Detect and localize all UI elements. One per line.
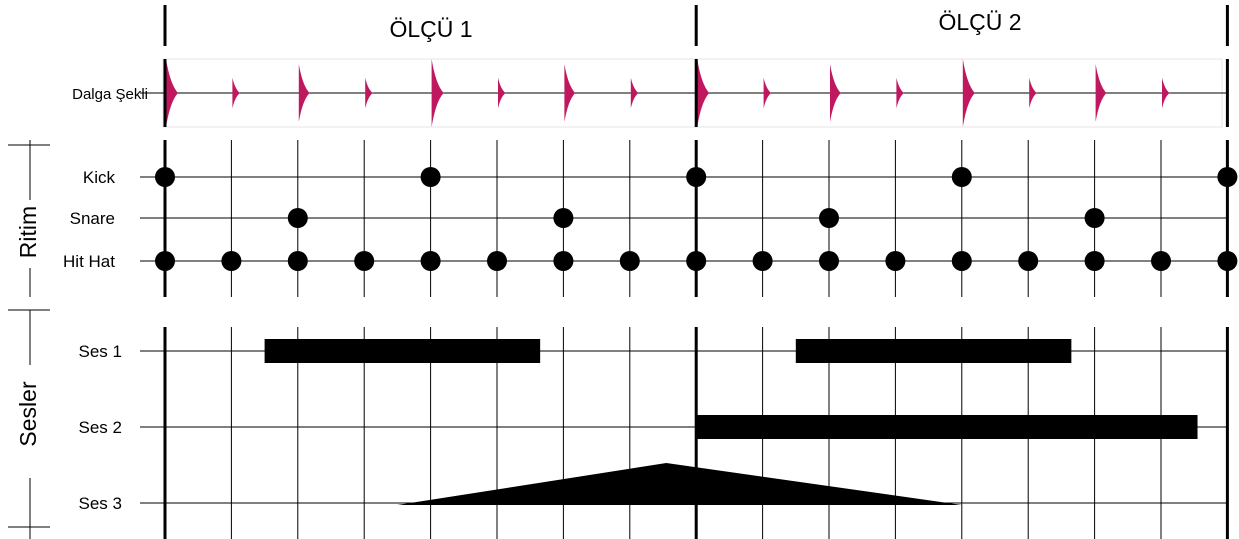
waveform-hit xyxy=(498,77,506,109)
waveform-hit xyxy=(1029,77,1037,109)
waveform-hit xyxy=(431,59,444,127)
rhythm-row-label: Hit Hat xyxy=(63,252,115,271)
waveform-hit xyxy=(830,64,841,122)
rhythm-hit-kick xyxy=(951,167,972,187)
rhythm-hit-kick xyxy=(420,167,441,187)
waveform-track: Dalga Şekli xyxy=(72,58,1228,128)
ses-2-bar xyxy=(696,415,1198,439)
sounds-row-labels: Ses 1 Ses 2 Ses 3 xyxy=(79,342,122,513)
waveform-hit xyxy=(564,64,576,122)
rhythm-hit-hit-hat xyxy=(885,251,906,271)
waveform-hit xyxy=(962,59,975,127)
measure-1-label: ÖLÇÜ 1 xyxy=(389,16,472,42)
rhythm-hit-hit-hat xyxy=(619,251,640,271)
waveform-hit xyxy=(166,59,178,127)
rhythm-row-label: Snare xyxy=(70,209,115,228)
ses-1-bar xyxy=(795,339,1072,363)
sounds-shapes xyxy=(264,339,1198,505)
waveform-hit xyxy=(1095,64,1107,122)
rhythm-row-label: Kick xyxy=(83,168,116,187)
waveform-hit xyxy=(697,59,710,127)
rhythm-section-label: Ritim xyxy=(15,206,41,258)
ses-1-bar xyxy=(264,339,541,363)
sounds-row-label: Ses 3 xyxy=(79,494,122,513)
waveform-hit xyxy=(232,77,240,109)
rhythm-hit-hit-hat xyxy=(354,251,375,271)
waveform-hit xyxy=(763,77,772,109)
rhythm-hit-snare xyxy=(287,208,308,228)
sounds-row-label: Ses 1 xyxy=(79,342,122,361)
rhythm-hit-hit-hat xyxy=(553,251,574,271)
measure-2-label: ÖLÇÜ 2 xyxy=(938,9,1021,35)
rhythm-hit-hit-hat xyxy=(1018,251,1039,271)
rhythm-hit-hit-hat xyxy=(819,251,839,271)
waveform-hit xyxy=(630,77,639,109)
rhythm-grid xyxy=(8,140,1228,311)
ses-3-triangle xyxy=(397,463,962,505)
rhythm-hit-snare xyxy=(553,208,574,228)
measure-barlines xyxy=(163,5,1229,539)
waveform-hit xyxy=(896,77,904,109)
rhythm-hit-hit-hat xyxy=(1084,251,1105,271)
rhythm-hit-hit-hat xyxy=(951,251,972,271)
rhythm-hit-snare xyxy=(1084,208,1105,228)
measure-headers: ÖLÇÜ 1 ÖLÇÜ 2 xyxy=(389,9,1021,42)
waveform-hits xyxy=(140,59,1228,127)
waveform-hit xyxy=(365,77,373,109)
rhythm-hit-snare xyxy=(819,208,839,228)
waveform-label: Dalga Şekli xyxy=(72,86,148,103)
waveform-hit xyxy=(298,64,310,122)
rhythm-hit-hit-hat xyxy=(287,251,308,271)
rhythm-hit-hit-hat xyxy=(221,251,242,271)
rhythm-row-labels: Kick Snare Hit Hat xyxy=(63,168,115,271)
sounds-section: Sesler Ses 1 Ses 2 Ses 3 xyxy=(8,310,1228,539)
sounds-section-label: Sesler xyxy=(15,381,41,447)
rhythm-hit-hit-hat xyxy=(420,251,441,271)
rhythm-section: Ritim Kick Snare Hit Hat xyxy=(8,140,1238,311)
rhythm-hit-hit-hat xyxy=(752,251,773,271)
waveform-hit xyxy=(1162,77,1170,109)
rhythm-hit-hit-hat xyxy=(487,251,507,271)
sounds-row-label: Ses 2 xyxy=(79,418,122,437)
rhythm-hit-hit-hat xyxy=(1151,251,1171,271)
